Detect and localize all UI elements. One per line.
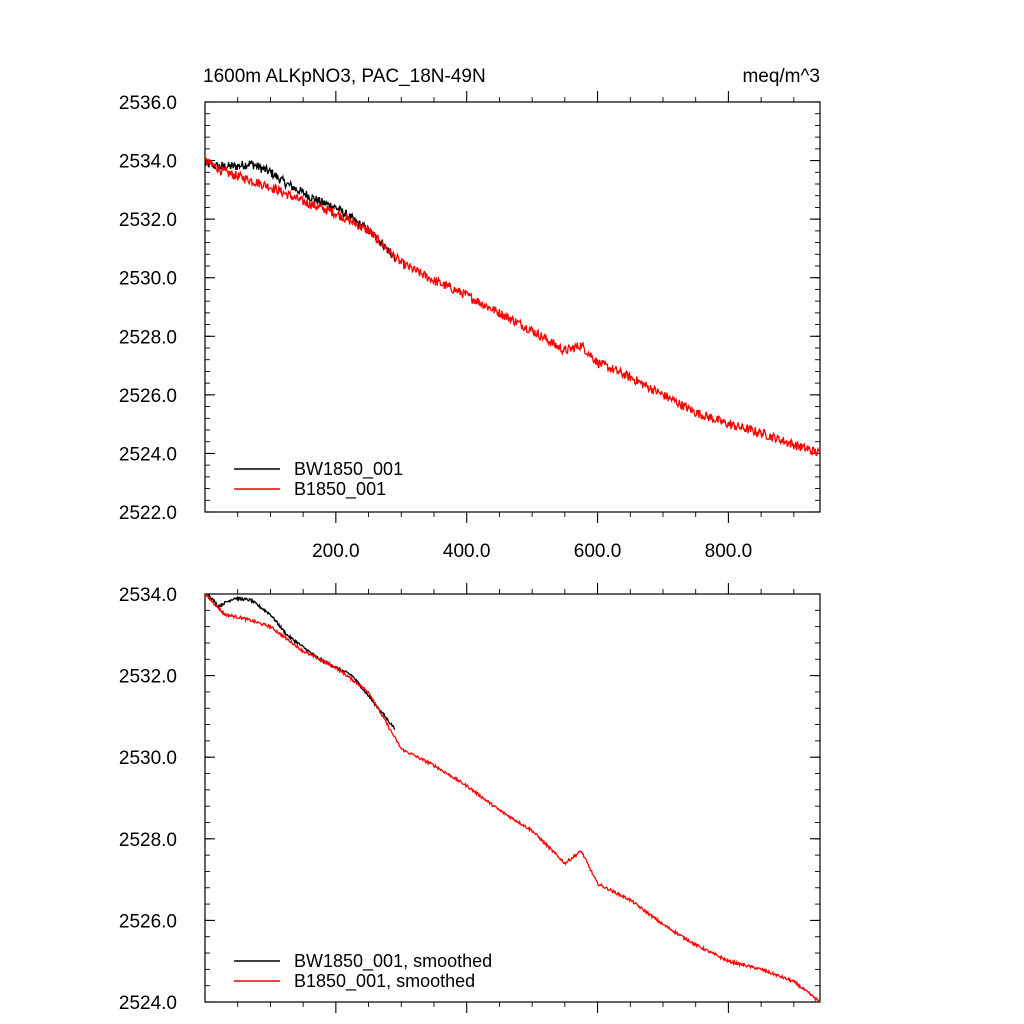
y-tick-label: 2528.0 [119, 327, 177, 348]
y-tick-label: 2524.0 [119, 993, 177, 1014]
y-tick-label: 2530.0 [119, 748, 177, 769]
chart-title: 1600m ALKpNO3, PAC_18N-49N [203, 66, 486, 87]
legend-label: BW1850_001 [294, 459, 403, 480]
units-label: meq/m^3 [742, 66, 820, 87]
x-tick-label: 400.0 [443, 541, 491, 562]
y-tick-label: 2534.0 [119, 585, 177, 606]
y-tick-label: 2522.0 [119, 503, 177, 524]
series-line-b1850 [205, 594, 820, 1002]
y-tick-label: 2532.0 [119, 210, 177, 231]
y-tick-label: 2536.0 [119, 93, 177, 114]
plot-frame [204, 593, 821, 1003]
x-tick-label: 800.0 [705, 541, 753, 562]
x-tick-label: 600.0 [574, 541, 622, 562]
plot-frame [204, 101, 821, 513]
series-line-b1850 [205, 155, 820, 456]
top-panel: 2522.0 2524.0 2526.0 2528.0 2530.0 2532.0 2534… [119, 91, 821, 562]
bottom-panel: 2524.0 2526.0 2528.0 2530.0 2532.0 2534.0 BW18… [119, 583, 821, 1014]
series-line-bw1850 [206, 594, 396, 731]
legend-label: B1850_001, smoothed [294, 971, 475, 992]
legend-label: B1850_001 [294, 479, 386, 500]
y-tick-label: 2524.0 [119, 444, 177, 465]
y-tick-label: 2526.0 [119, 911, 177, 932]
legend-label: BW1850_001, smoothed [294, 951, 492, 972]
y-tick-label: 2528.0 [119, 830, 177, 851]
y-tick-label: 2530.0 [119, 269, 177, 290]
y-tick-label: 2526.0 [119, 386, 177, 407]
y-tick-label: 2534.0 [119, 152, 177, 173]
x-tick-label: 200.0 [312, 541, 360, 562]
y-tick-label: 2532.0 [119, 667, 177, 688]
